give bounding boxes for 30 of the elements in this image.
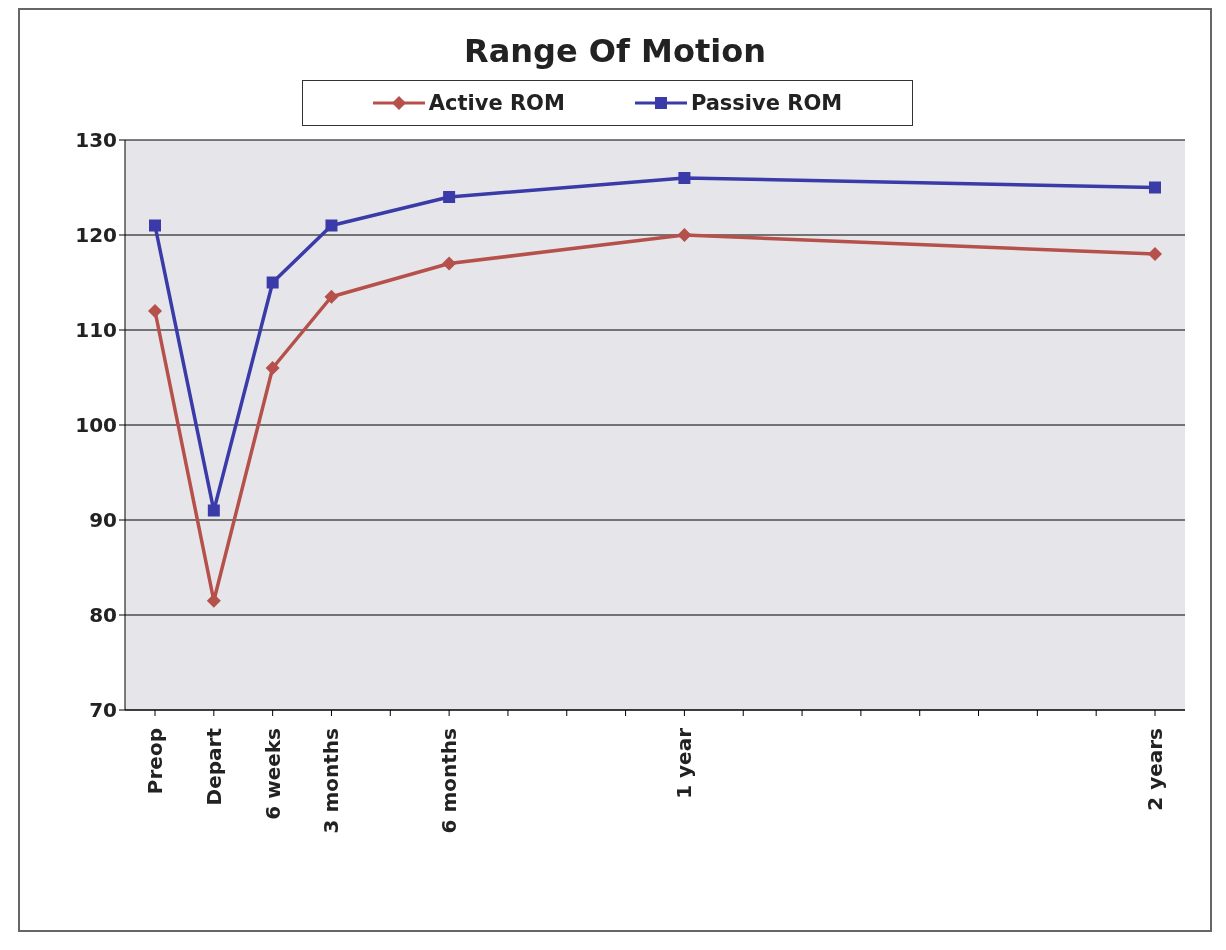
x-tick-label: 2 years	[1143, 728, 1167, 811]
point	[324, 289, 339, 304]
y-tick-label: 120	[75, 223, 117, 248]
point	[443, 191, 456, 203]
point	[266, 276, 279, 289]
y-tick-label: 130	[75, 128, 117, 153]
y-tick-label: 110	[75, 318, 117, 343]
y-tick-label: 90	[89, 508, 117, 533]
point	[442, 256, 457, 271]
legend-label: Passive ROM	[689, 91, 843, 115]
x-tick-label: Preop	[143, 728, 167, 795]
point	[149, 219, 161, 232]
x-tick-label: Depart	[201, 727, 226, 806]
x-tick-label: 6 weeks	[260, 728, 285, 820]
point	[1149, 181, 1161, 194]
y-tick-label: 80	[89, 603, 117, 628]
x-tick-label: 6 months	[437, 728, 462, 834]
x-tick-label: 3 months	[319, 728, 344, 834]
point	[677, 228, 692, 242]
point	[265, 361, 280, 375]
chart-title: Range Of Motion	[463, 31, 767, 70]
point	[148, 304, 162, 318]
point	[325, 219, 338, 232]
x-tick-label: 1 year	[672, 727, 697, 799]
y-tick-label: 100	[75, 413, 117, 438]
point	[1148, 247, 1162, 261]
point	[678, 172, 691, 184]
point	[207, 504, 220, 517]
legend-label: Active ROM	[427, 91, 565, 115]
y-tick-label: 70	[89, 698, 117, 723]
